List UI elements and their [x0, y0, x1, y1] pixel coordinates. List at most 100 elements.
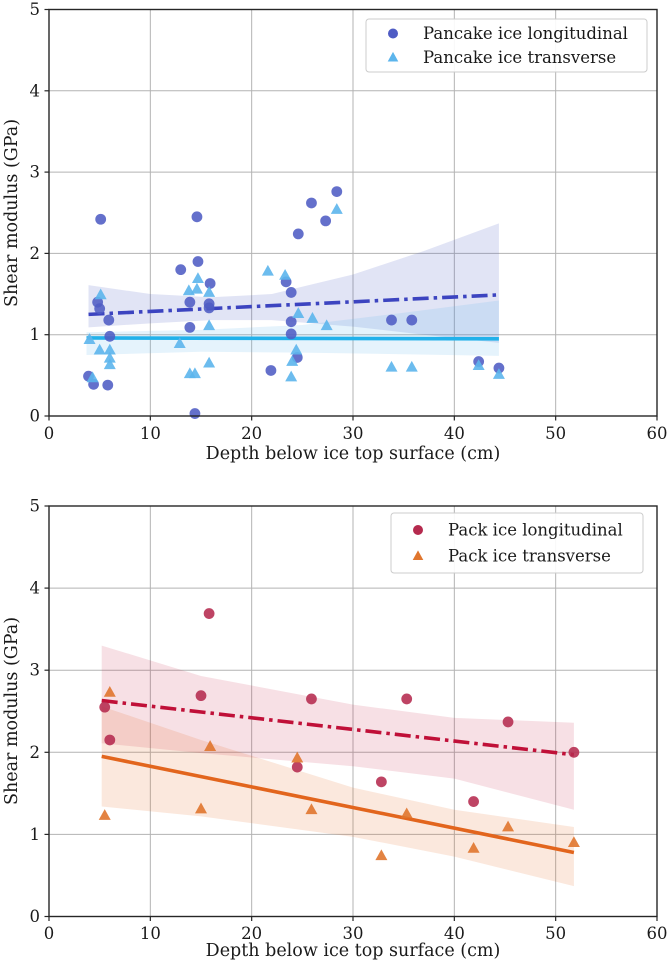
data-point-circle — [99, 701, 111, 713]
data-point-circle — [104, 330, 116, 342]
data-point-triangle — [261, 264, 274, 276]
data-point-triangle — [375, 849, 388, 861]
x-tick-label: 10 — [140, 424, 161, 443]
xlabel-top: Depth below ice top surface (cm) — [205, 444, 501, 464]
pack-ice-transverse-series — [98, 685, 580, 861]
data-point-triangle — [290, 343, 303, 355]
data-point-triangle — [306, 312, 319, 323]
data-point-circle — [331, 186, 343, 198]
data-point-circle — [401, 693, 413, 705]
x-tick-label: 30 — [343, 924, 364, 943]
y-tick-label: 5 — [30, 0, 41, 19]
y-tick-label: 5 — [30, 497, 41, 516]
data-point-circle — [493, 362, 505, 374]
pancake-transverse-fit-confidence-band — [86, 300, 499, 356]
x-tick-label: 10 — [140, 924, 161, 943]
data-point-triangle — [83, 333, 96, 344]
data-point-triangle — [502, 820, 515, 832]
legend-marker-circle — [388, 28, 398, 39]
data-point-triangle — [567, 836, 580, 848]
ticks: 0 10 20 30 40 50 60 0 1 2 3 4 5 — [30, 497, 667, 944]
data-point-triangle — [190, 282, 203, 294]
data-point-triangle — [86, 371, 99, 383]
data-point-circle — [175, 264, 187, 276]
y-tick-label: 2 — [30, 244, 41, 263]
data-point-triangle — [203, 356, 216, 368]
ticks: 0 10 20 30 40 50 60 0 1 2 3 4 5 — [30, 0, 667, 443]
data-point-triangle — [291, 751, 304, 763]
data-point-circle — [94, 303, 106, 315]
data-point-triangle — [103, 343, 116, 355]
legend-box — [390, 512, 644, 574]
y-tick-label: 0 — [30, 407, 41, 426]
data-point-triangle — [492, 368, 505, 379]
data-point-triangle — [330, 203, 343, 214]
data-point-triangle — [188, 367, 201, 379]
x-tick-label: 60 — [647, 924, 667, 943]
x-tick-label: 20 — [241, 424, 262, 443]
data-point-triangle — [103, 685, 116, 697]
data-point-triangle — [93, 343, 106, 355]
data-point-triangle — [472, 359, 485, 370]
legend-marker-triangle — [387, 51, 399, 62]
data-point-circle — [102, 379, 114, 391]
data-point-circle — [285, 287, 297, 298]
data-point-circle — [104, 734, 116, 746]
legend-label: Pancake ice transverse — [423, 48, 616, 67]
legend-marker-triangle — [412, 550, 424, 560]
data-point-triangle — [305, 803, 318, 815]
data-point-triangle — [103, 351, 116, 363]
data-point-triangle — [467, 841, 480, 853]
y-tick-label: 1 — [30, 325, 41, 344]
data-point-circle — [204, 278, 216, 289]
y-tick-label: 3 — [30, 163, 41, 182]
x-tick-label: 40 — [444, 424, 465, 443]
data-point-circle — [386, 314, 397, 326]
x-tick-label: 50 — [545, 924, 566, 943]
data-point-circle — [406, 314, 418, 326]
data-point-circle — [191, 211, 203, 223]
y-tick-label: 4 — [30, 579, 41, 598]
pack-transverse-fit — [101, 754, 575, 855]
pack-ice-longitudinal-series — [99, 608, 580, 807]
data-point-triangle — [173, 337, 186, 349]
data-point-triangle — [400, 807, 413, 819]
legend: Pancake ice longitudinal Pancake ice tran… — [365, 18, 648, 73]
pancake-ice-chart: 0 10 20 30 40 50 60 0 1 2 3 4 5 Pancake ice longitudi… — [30, 0, 667, 443]
data-point-triangle — [203, 286, 216, 297]
data-point-circle — [265, 365, 277, 376]
data-point-circle — [291, 761, 303, 773]
data-point-circle — [195, 690, 207, 702]
data-point-circle — [192, 256, 204, 267]
data-point-triangle — [203, 319, 216, 331]
data-point-triangle — [204, 740, 217, 751]
legend-label: Pack ice longitudinal — [448, 521, 623, 540]
data-point-circle — [306, 197, 317, 209]
data-point-triangle — [103, 358, 116, 370]
data-point-circle — [203, 608, 215, 619]
y-tick-label: 1 — [30, 825, 41, 844]
data-point-circle — [468, 796, 479, 807]
ylabel-top: Shear modulus (GPa) — [2, 118, 22, 308]
legend: Pack ice longitudinal Pack ice transverse — [390, 512, 644, 574]
data-point-triangle — [292, 307, 305, 318]
x-tick-label: 60 — [647, 424, 667, 443]
legend-label: Pack ice transverse — [448, 547, 611, 566]
y-tick-label: 0 — [30, 907, 41, 926]
data-point-triangle — [279, 268, 292, 280]
data-point-triangle — [195, 802, 207, 814]
data-point-triangle — [191, 272, 204, 284]
data-point-triangle — [98, 809, 111, 820]
data-point-circle — [103, 314, 115, 326]
legend-label: Pancake ice longitudinal — [423, 24, 628, 43]
pancake-ice-transverse-series — [83, 203, 505, 383]
pack-longitudinal-fit — [101, 698, 575, 757]
legend-marker-circle — [413, 525, 423, 535]
data-point-circle — [375, 776, 387, 788]
legend-box — [365, 18, 648, 73]
data-point-circle — [568, 746, 580, 758]
pack-ice-chart: 0 10 20 30 40 50 60 0 1 2 3 4 5 Pack ice longitudinal… — [30, 497, 667, 944]
x-tick-label: 40 — [444, 924, 465, 943]
